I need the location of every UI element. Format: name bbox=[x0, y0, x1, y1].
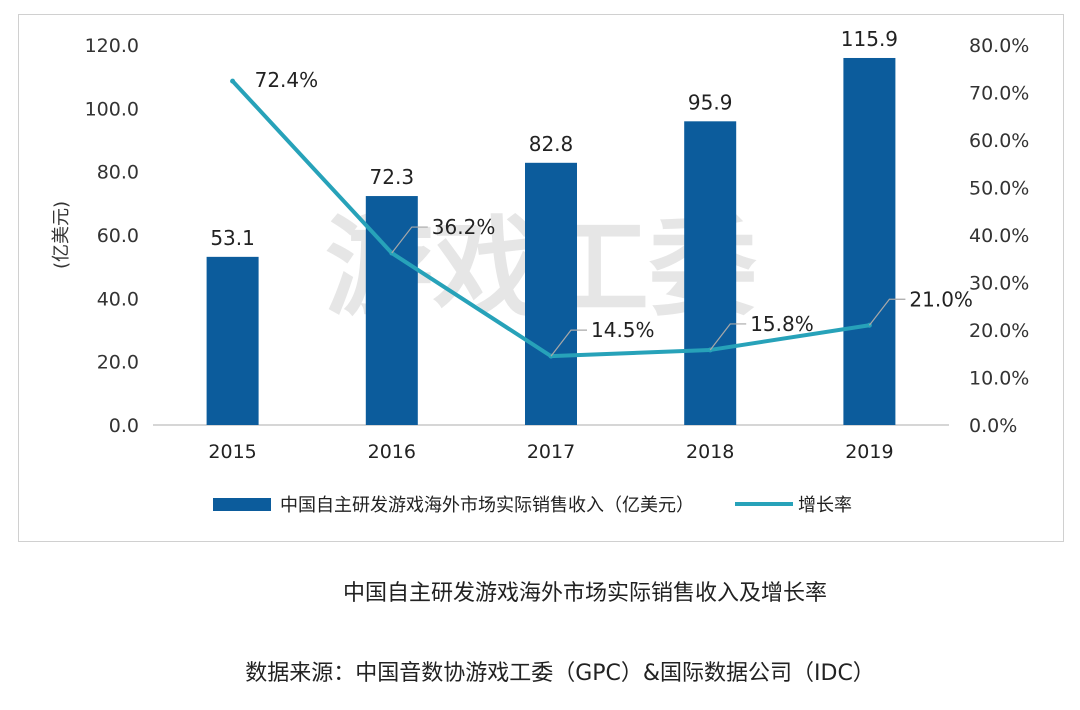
y2-axis-tick-label: 40.0% bbox=[969, 225, 1029, 247]
chart: 游戏工委0.020.040.060.080.0100.0120.00.0%10.… bbox=[51, 27, 1029, 516]
data-source-note: 数据来源：中国音数协游戏工委（GPC）&国际数据公司（IDC） bbox=[245, 661, 875, 686]
line-data-label: 14.5% bbox=[591, 318, 655, 342]
line-data-label: 36.2% bbox=[432, 215, 496, 239]
y-axis-tick-label: 40.0 bbox=[97, 288, 139, 310]
x-axis-tick-label: 2015 bbox=[208, 441, 256, 463]
growth-rate-point bbox=[230, 78, 236, 84]
y-axis-tick-label: 0.0 bbox=[109, 415, 139, 437]
bar-data-label: 95.9 bbox=[688, 90, 733, 114]
bar-data-label: 115.9 bbox=[841, 27, 898, 51]
line-data-label: 21.0% bbox=[909, 287, 973, 311]
y2-axis-tick-label: 50.0% bbox=[969, 178, 1029, 200]
y-axis-tick-label: 100.0 bbox=[85, 98, 139, 120]
y-axis-tick-label: 120.0 bbox=[85, 35, 139, 57]
y2-axis-tick-label: 0.0% bbox=[969, 415, 1017, 437]
y2-axis-tick-label: 60.0% bbox=[969, 130, 1029, 152]
chart-container: 游戏工委0.020.040.060.080.0100.0120.00.0%10.… bbox=[18, 14, 1064, 542]
bar bbox=[365, 196, 418, 425]
y-axis-tick-label: 60.0 bbox=[97, 225, 139, 247]
line-data-label: 15.8% bbox=[750, 312, 814, 336]
bar-data-label: 82.8 bbox=[529, 132, 574, 156]
data-label-leader-line bbox=[709, 323, 747, 351]
y-axis-tick-label: 20.0 bbox=[97, 352, 139, 374]
bar-data-label: 72.3 bbox=[370, 165, 415, 189]
y2-axis-tick-label: 20.0% bbox=[969, 320, 1029, 342]
legend-label: 增长率 bbox=[798, 495, 852, 516]
y-axis-tick-label: 80.0 bbox=[97, 162, 139, 184]
y2-axis-tick-label: 80.0% bbox=[969, 35, 1029, 57]
x-axis-tick-label: 2019 bbox=[845, 441, 893, 463]
data-label-leader-line bbox=[391, 226, 428, 254]
line-data-label: 72.4% bbox=[255, 68, 319, 92]
bar bbox=[206, 256, 259, 425]
y-axis-label: (亿美元) bbox=[51, 201, 72, 269]
legend-label: 中国自主研发游戏海外市场实际销售收入（亿美元） bbox=[280, 495, 694, 516]
y2-axis-tick-label: 30.0% bbox=[969, 273, 1029, 295]
y2-axis-tick-label: 10.0% bbox=[969, 368, 1029, 390]
chart-caption-title: 中国自主研发游戏海外市场实际销售收入及增长率 bbox=[342, 581, 827, 606]
bar bbox=[684, 121, 737, 426]
data-label-leader-line bbox=[868, 298, 906, 326]
data-label-leader-line bbox=[550, 329, 587, 357]
x-axis-tick-label: 2017 bbox=[527, 441, 575, 463]
legend-swatch-bar bbox=[213, 498, 271, 511]
bar-data-label: 53.1 bbox=[210, 226, 255, 250]
x-axis-tick-label: 2016 bbox=[368, 441, 416, 463]
x-axis-tick-label: 2018 bbox=[686, 441, 734, 463]
bar bbox=[525, 162, 577, 426]
bar bbox=[843, 57, 896, 425]
y2-axis-tick-label: 70.0% bbox=[969, 83, 1029, 105]
